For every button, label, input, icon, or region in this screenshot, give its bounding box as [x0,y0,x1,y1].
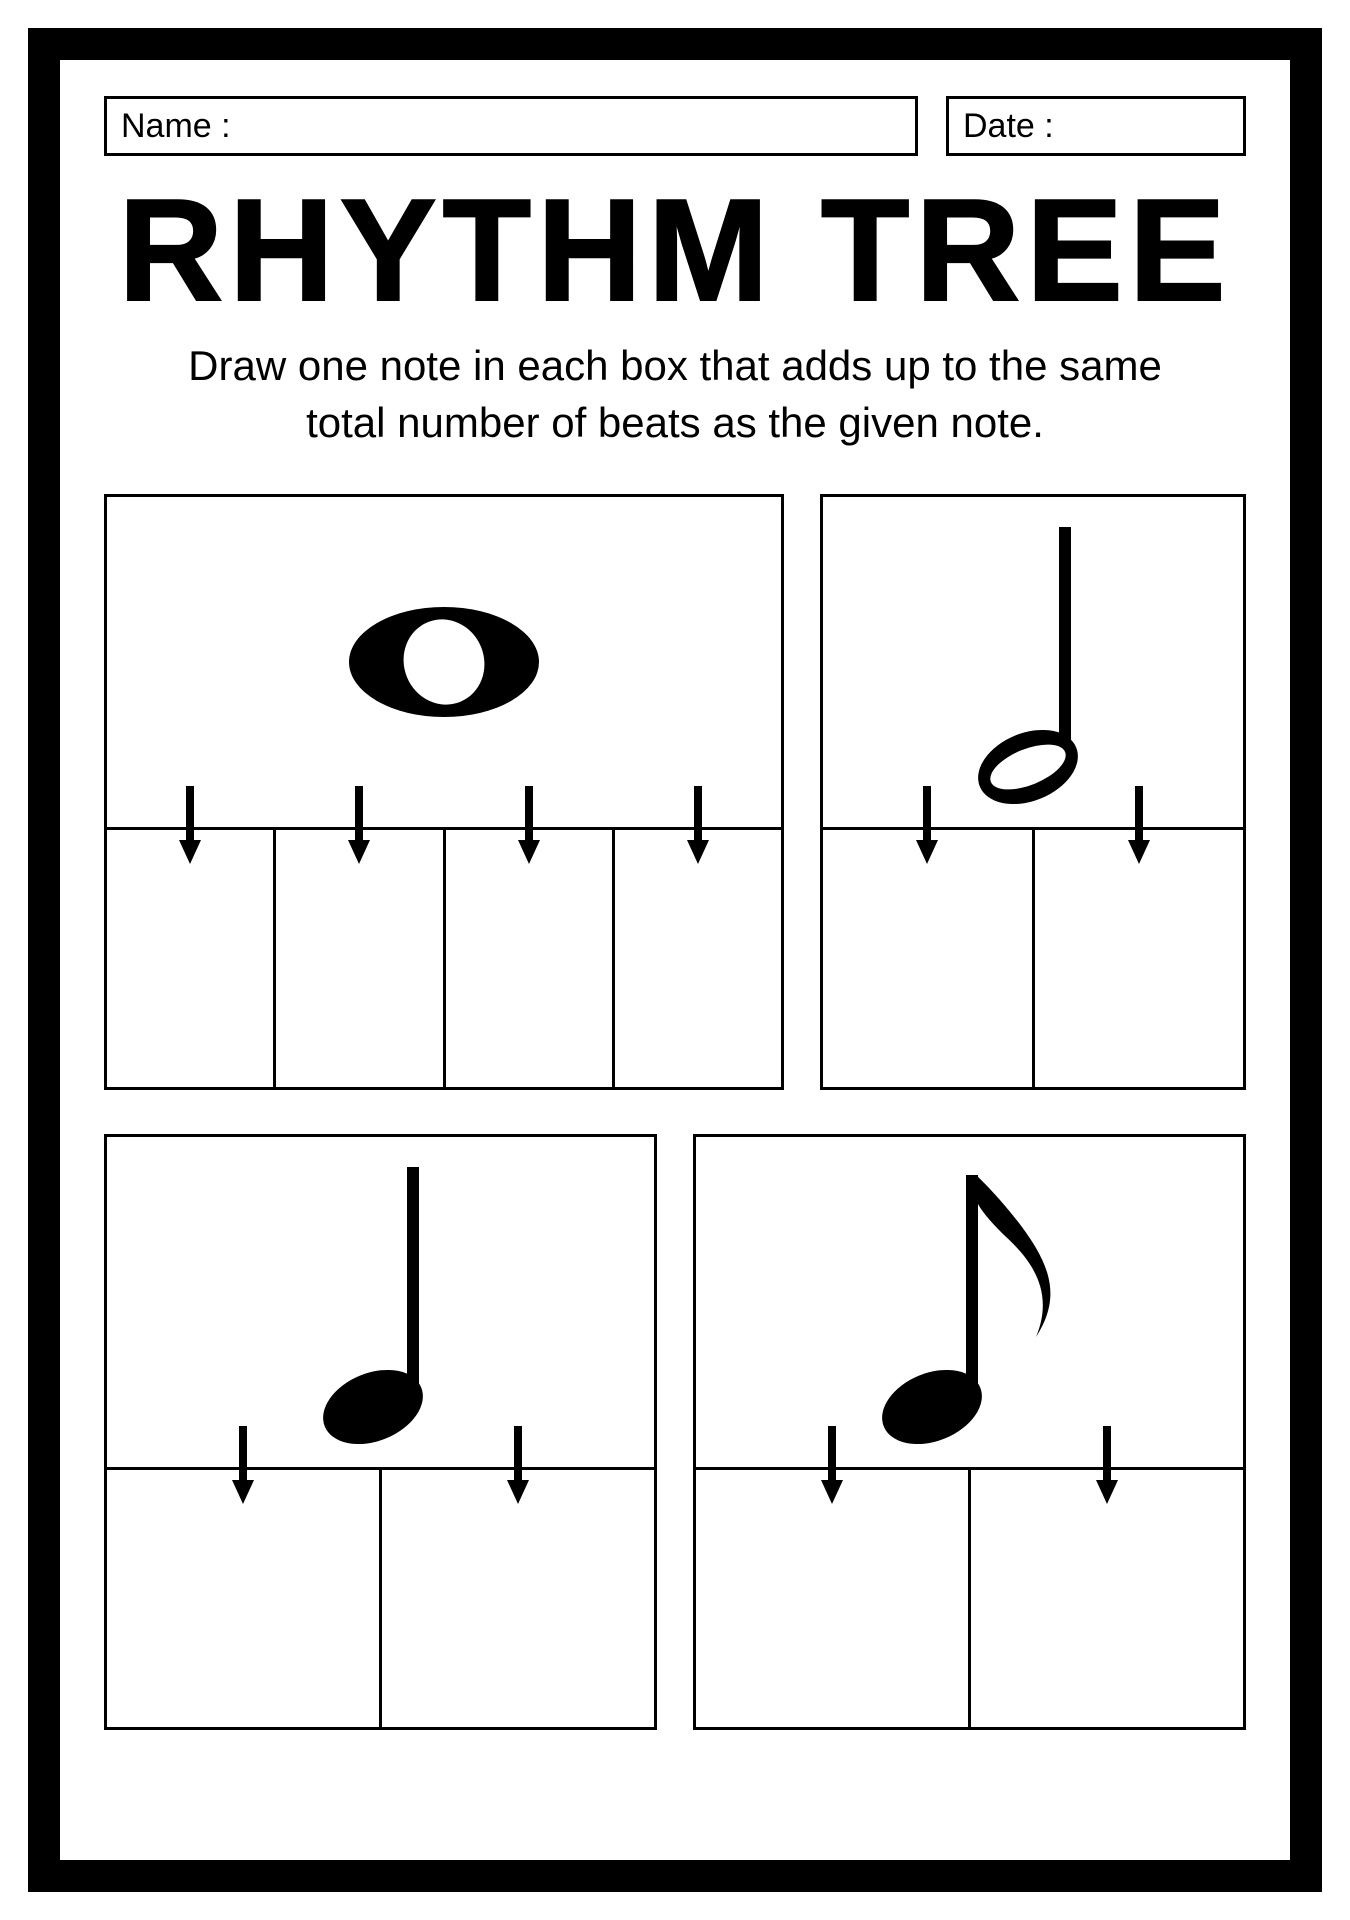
block-eighth [693,1134,1246,1730]
arrow-down-icon [821,1426,843,1504]
note-cell-eighth [696,1137,1243,1467]
whole-note-icon [344,597,544,727]
note-cell-whole [107,497,781,827]
answer-box[interactable] [612,830,781,1087]
page-title: RHYTHM TREE [104,174,1246,326]
answer-box[interactable] [273,830,442,1087]
block-whole [104,494,784,1090]
arrow-down-icon [518,786,540,864]
answer-box[interactable] [107,1470,379,1727]
name-field[interactable]: Name : [104,96,918,156]
arrow-down-icon [916,786,938,864]
answer-box[interactable] [968,1470,1243,1727]
arrow-down-icon [687,786,709,864]
answer-box[interactable] [1032,830,1244,1087]
header-fields: Name : Date : [104,96,1246,156]
arrow-down-icon [1096,1426,1118,1504]
answers-half [823,827,1243,1087]
block-quarter [104,1134,657,1730]
page-border: Name : Date : RHYTHM TREE Draw one note … [28,28,1322,1892]
answer-box[interactable] [696,1470,968,1727]
date-label: Date : [963,107,1054,146]
worksheet-page: Name : Date : RHYTHM TREE Draw one note … [0,0,1350,1920]
arrow-down-icon [232,1426,254,1504]
half-note-icon [963,517,1103,807]
answers-eighth [696,1467,1243,1727]
answer-box[interactable] [443,830,612,1087]
answer-box[interactable] [379,1470,654,1727]
arrow-down-icon [1128,786,1150,864]
eighth-note-icon [870,1157,1070,1447]
arrow-down-icon [348,786,370,864]
date-field[interactable]: Date : [946,96,1246,156]
answers-whole [107,827,781,1087]
row-2 [104,1134,1246,1730]
name-label: Name : [121,107,231,146]
blocks-container [104,494,1246,1730]
answer-box[interactable] [823,830,1032,1087]
note-cell-half [823,497,1243,827]
quarter-note-icon [311,1157,451,1447]
arrow-down-icon [179,786,201,864]
answer-box[interactable] [107,830,273,1087]
note-cell-quarter [107,1137,654,1467]
arrow-down-icon [507,1426,529,1504]
row-1 [104,494,1246,1090]
answers-quarter [107,1467,654,1727]
instructions-text: Draw one note in each box that adds up t… [150,338,1200,451]
block-half [820,494,1246,1090]
